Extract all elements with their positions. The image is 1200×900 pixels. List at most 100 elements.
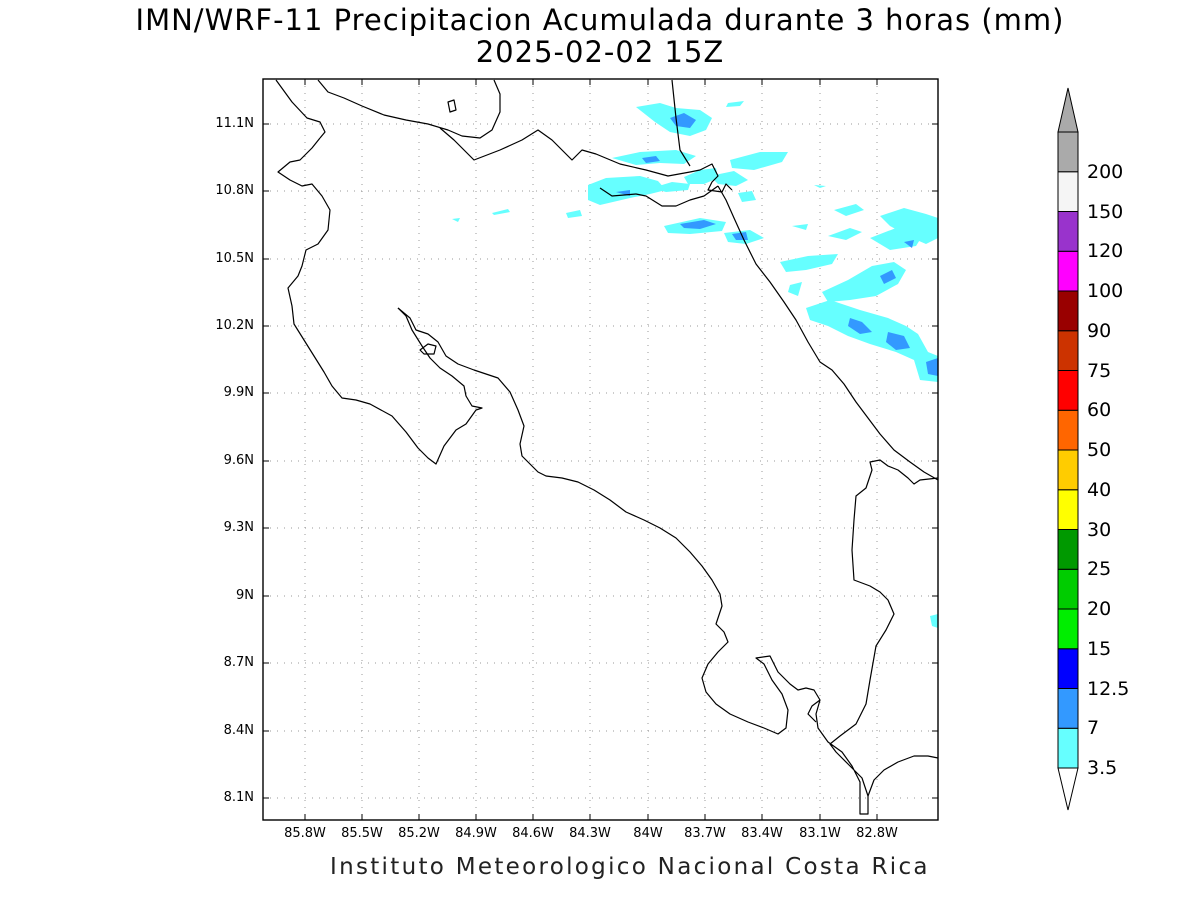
precip-blob xyxy=(930,614,938,628)
precip-blob xyxy=(680,220,716,229)
lon-label: 84.6W xyxy=(512,826,554,841)
lon-label: 84.3W xyxy=(569,826,611,841)
pacific-coast xyxy=(277,137,483,465)
axis-ticks xyxy=(263,79,938,820)
lon-label: 84.9W xyxy=(455,826,497,841)
precip-blob xyxy=(828,228,862,240)
precip-blob xyxy=(684,168,718,184)
precip-blob xyxy=(926,358,938,376)
lon-label: 85.2W xyxy=(398,826,440,841)
precip-blob xyxy=(642,156,660,163)
lon-label: 83.1W xyxy=(799,826,841,841)
colorbar-swatch xyxy=(1057,568,1079,610)
colorbar-swatch xyxy=(1057,449,1079,491)
lat-label: 11.1N xyxy=(215,116,254,131)
colorbar-label: 30 xyxy=(1087,518,1112,541)
lat-label: 9.9N xyxy=(223,385,254,400)
lat-label: 8.1N xyxy=(223,790,254,805)
lat-label: 9.6N xyxy=(223,453,254,468)
lake-nicaragua-shore xyxy=(317,79,501,139)
map-frame xyxy=(262,78,939,821)
colorbar-swatch xyxy=(1057,608,1079,650)
graticule xyxy=(263,79,938,820)
pacific-coast xyxy=(397,307,939,815)
precip-blob xyxy=(822,262,906,302)
precip-blob xyxy=(880,270,896,284)
colorbar xyxy=(1057,87,1079,811)
precip-blob xyxy=(732,232,748,240)
precip-blob xyxy=(566,210,582,218)
colorbar-swatch xyxy=(1057,688,1079,729)
colorbar-swatch xyxy=(1057,250,1079,292)
precip-blob xyxy=(814,185,826,188)
lon-label: 84W xyxy=(633,826,663,841)
colorbar-under-arrow xyxy=(1057,767,1079,811)
colorbar-label: 60 xyxy=(1087,399,1112,422)
precip-blob xyxy=(452,218,460,222)
panama-coast xyxy=(867,755,939,797)
colorbar-swatch xyxy=(1057,409,1079,451)
precip-blob xyxy=(652,182,690,192)
caribbean-coast xyxy=(717,185,939,481)
precip-blob xyxy=(880,208,938,244)
colorbar-label: 75 xyxy=(1087,359,1112,382)
precip-blob xyxy=(834,204,864,216)
nicaragua-border xyxy=(439,127,733,193)
lon-label: 85.5W xyxy=(341,826,383,841)
colorbar-swatch xyxy=(1057,211,1079,252)
lon-label: 83.7W xyxy=(684,826,726,841)
colorbar-label: 120 xyxy=(1087,240,1124,263)
colorbar-label: 3.5 xyxy=(1087,757,1118,779)
colorbar-label: 100 xyxy=(1087,280,1124,302)
precip-blob xyxy=(788,282,802,296)
colorbar-label: 50 xyxy=(1087,439,1112,461)
lon-label: 83.4W xyxy=(741,826,783,841)
precip-blob xyxy=(730,152,788,170)
lake-nicaragua-shore xyxy=(275,79,326,139)
colorbar-swatch xyxy=(1057,727,1079,769)
precip-moderate-areas xyxy=(616,113,938,376)
precip-blob xyxy=(848,318,872,334)
colorbar-swatch xyxy=(1057,131,1079,173)
colorbar-swatch xyxy=(1057,489,1079,530)
precip-blob xyxy=(492,209,510,215)
colorbar-label: 90 xyxy=(1087,319,1112,342)
lon-label: 85.8W xyxy=(284,826,326,841)
colorbar-label: 20 xyxy=(1087,598,1112,620)
precip-blob xyxy=(904,240,914,248)
lon-label: 82.8W xyxy=(856,826,898,841)
gulf-island xyxy=(419,343,437,355)
colorbar-swatch xyxy=(1057,290,1079,332)
precip-blob xyxy=(726,101,744,107)
precip-blob xyxy=(738,191,756,202)
colorbar-swatch xyxy=(1057,648,1079,689)
colorbar-swatch xyxy=(1057,370,1079,411)
colorbar-label: 25 xyxy=(1087,558,1112,581)
colorbar-label: 40 xyxy=(1087,478,1112,501)
colorbar-swatch xyxy=(1057,330,1079,371)
colorbar-label: 7 xyxy=(1087,717,1100,740)
colorbar-label: 200 xyxy=(1087,160,1124,183)
small-lake xyxy=(447,99,457,113)
coastlines xyxy=(275,79,939,815)
border-tail xyxy=(599,185,719,207)
chart-title: IMN/WRF-11 Precipitacion Acumulada duran… xyxy=(135,3,1065,37)
colorbar-swatch xyxy=(1057,529,1079,570)
precip-blob xyxy=(886,332,910,350)
colorbar-label: 12.5 xyxy=(1087,677,1130,700)
lat-label: 10.8N xyxy=(215,183,254,198)
lat-label: 8.7N xyxy=(223,655,254,670)
colorbar-swatch xyxy=(1057,171,1079,212)
lat-label: 10.2N xyxy=(215,318,254,333)
san-juan-border xyxy=(671,79,691,167)
lat-label: 10.5N xyxy=(215,251,254,266)
lat-label: 9.3N xyxy=(223,520,254,535)
lat-label: 9N xyxy=(236,588,254,603)
precipitation-field xyxy=(452,101,938,628)
colorbar-label: 150 xyxy=(1087,200,1124,223)
lat-label: 8.4N xyxy=(223,723,254,738)
precip-blob xyxy=(806,300,938,382)
precip-blob xyxy=(780,254,838,272)
precip-blob xyxy=(792,224,808,230)
